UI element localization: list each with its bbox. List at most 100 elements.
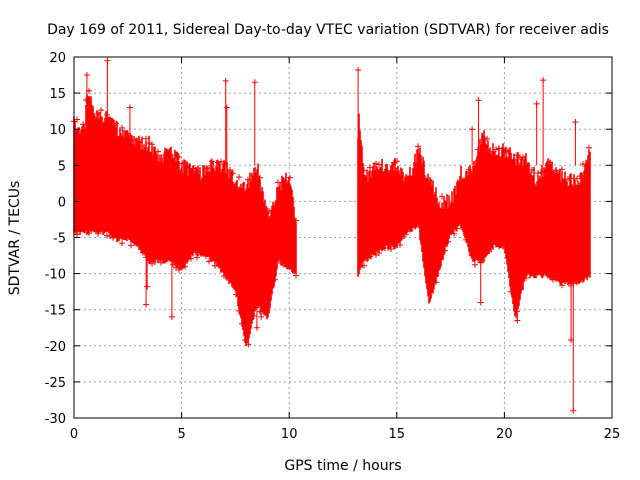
data-point — [415, 143, 421, 150]
data-point — [77, 227, 83, 234]
data-point — [144, 283, 151, 290]
data-point — [158, 259, 164, 266]
data-point — [559, 282, 565, 289]
series-segment-1 — [71, 87, 299, 347]
data-point — [514, 317, 521, 324]
data-point — [570, 407, 577, 414]
data-point — [412, 223, 418, 230]
data-point — [126, 104, 133, 111]
data-point — [538, 169, 544, 176]
data-point — [460, 226, 466, 233]
data-point — [388, 245, 394, 252]
data-point — [161, 152, 167, 159]
data-point — [559, 166, 565, 173]
data-point — [119, 124, 125, 131]
data-point — [176, 266, 182, 273]
data-point — [373, 160, 379, 167]
data-point — [233, 291, 239, 298]
data-point — [439, 193, 445, 200]
data-point — [206, 165, 212, 172]
y-tick-label: 5 — [58, 159, 66, 174]
data-point — [475, 97, 482, 104]
data-point — [484, 135, 490, 142]
series-cloud — [357, 113, 591, 318]
data-point — [477, 299, 484, 306]
axis-ticks: 0 5 10 15 20 25 -30 -25 -20 -15 -10 -5 0 5 10 15 20 — [45, 51, 621, 442]
y-tick-label: -20 — [45, 340, 66, 355]
data-point — [191, 165, 197, 172]
data-point — [553, 167, 559, 174]
data-point — [206, 258, 212, 265]
data-point — [472, 261, 478, 268]
data-point — [95, 111, 101, 118]
data-point — [502, 147, 508, 154]
data-point — [119, 240, 125, 247]
data-point — [152, 258, 158, 265]
data-point — [275, 179, 281, 186]
data-point — [376, 161, 382, 168]
data-point — [251, 79, 258, 86]
data-point — [209, 158, 215, 165]
data-point — [223, 104, 230, 111]
data-point — [98, 227, 104, 234]
data-point — [529, 166, 535, 173]
y-axis-title: SDTVAR / TECUs — [7, 181, 23, 296]
data-point — [98, 107, 104, 114]
data-point — [586, 144, 592, 151]
data-point — [221, 273, 227, 280]
x-tick-label: 5 — [177, 427, 185, 442]
data-point — [433, 279, 439, 286]
data-point — [403, 231, 409, 238]
data-point — [194, 168, 200, 175]
data-point — [104, 232, 110, 239]
data-point — [83, 72, 90, 79]
data-point — [376, 249, 382, 256]
data-point — [257, 174, 263, 181]
data-point — [266, 207, 272, 214]
data-point — [442, 247, 448, 254]
y-tick-label: -15 — [45, 304, 66, 319]
data-point — [74, 116, 80, 123]
data-point — [361, 262, 367, 269]
data-point — [227, 167, 233, 174]
data-point — [212, 262, 218, 269]
data-series — [71, 57, 592, 414]
series-spikes — [83, 57, 583, 414]
y-tick-label: 15 — [49, 87, 66, 102]
data-point — [215, 159, 221, 166]
data-point — [496, 243, 502, 250]
data-point — [137, 139, 143, 146]
chart-title: Day 169 of 2011, Sidereal Day-to-day VTE… — [47, 22, 609, 38]
data-point — [209, 255, 215, 262]
y-tick-label: 10 — [49, 123, 66, 138]
data-point — [577, 173, 583, 180]
data-point — [572, 118, 579, 125]
data-point — [287, 174, 293, 181]
data-point — [385, 244, 391, 251]
data-point — [170, 261, 176, 268]
data-point — [391, 243, 397, 250]
data-point — [535, 170, 541, 177]
x-tick-label: 15 — [389, 427, 406, 442]
data-point — [367, 253, 373, 260]
data-point — [574, 279, 580, 286]
data-point — [508, 288, 514, 295]
data-point — [168, 313, 175, 320]
data-point — [293, 217, 299, 224]
data-point — [218, 158, 224, 165]
data-point — [520, 154, 526, 161]
data-point — [188, 255, 194, 262]
data-point — [397, 242, 403, 249]
data-point — [131, 137, 137, 144]
data-point — [113, 120, 119, 127]
data-point — [182, 159, 188, 166]
data-point — [176, 153, 182, 160]
data-point — [149, 141, 155, 148]
data-point — [242, 337, 248, 344]
data-point — [493, 146, 499, 153]
data-point — [116, 234, 122, 241]
data-point — [239, 320, 245, 327]
data-point — [86, 230, 92, 237]
data-point — [253, 324, 260, 331]
data-point — [475, 146, 481, 153]
